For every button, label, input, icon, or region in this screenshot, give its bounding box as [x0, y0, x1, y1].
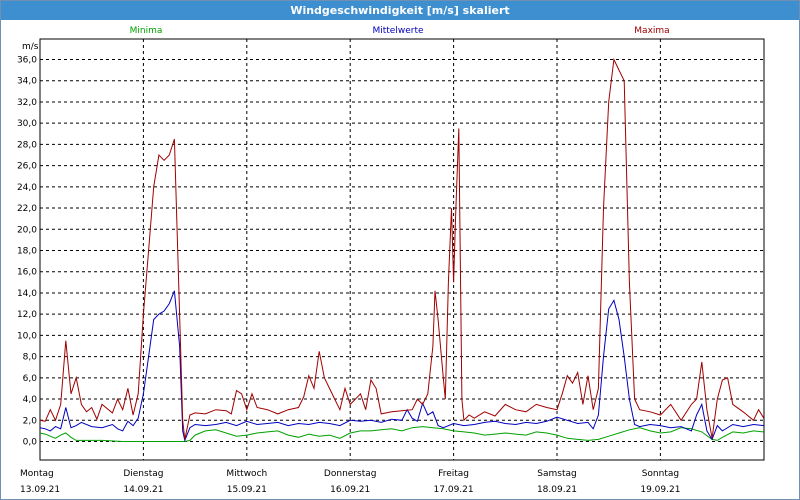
- plot-frame: [39, 38, 765, 461]
- y-tick-label: 22,0: [17, 204, 37, 214]
- x-tick-date: 15.09.21: [227, 485, 267, 495]
- y-tick-label: 30,0: [17, 119, 37, 129]
- y-tick-label: 0,0: [23, 438, 38, 448]
- x-tick-day: Freitag: [438, 469, 469, 479]
- x-tick-day: Donnerstag: [324, 469, 377, 479]
- y-tick-label: 16,0: [17, 268, 37, 278]
- y-tick-label: 14,0: [17, 289, 37, 299]
- y-tick-label: 36,0: [17, 56, 37, 66]
- y-tick-label: 4,0: [23, 395, 38, 405]
- series-line-mittelwerte: [39, 290, 764, 443]
- y-tick-label: 8,0: [23, 353, 38, 363]
- legend-mittelwerte: Mittelwerte: [372, 26, 423, 36]
- x-tick-date: 14.09.21: [123, 485, 163, 495]
- y-tick-label: 32,0: [17, 98, 37, 108]
- x-tick-day: Samstag: [537, 469, 576, 479]
- x-tick-day: Montag: [20, 469, 54, 479]
- x-tick-date: 19.09.21: [640, 485, 680, 495]
- y-tick-label: 20,0: [17, 225, 37, 235]
- x-tick-date: 16.09.21: [330, 485, 370, 495]
- y-tick-label: 6,0: [23, 374, 38, 384]
- x-tick-date: 13.09.21: [20, 485, 60, 495]
- y-tick-label: 18,0: [17, 247, 37, 257]
- legend-maxima: Maxima: [634, 26, 669, 36]
- x-tick-day: Mittwoch: [226, 469, 267, 479]
- y-tick-label: 28,0: [17, 140, 37, 150]
- x-tick-day: Sonntag: [642, 469, 679, 479]
- y-tick-label: 12,0: [17, 310, 37, 320]
- y-tick-label: 2,0: [23, 416, 38, 426]
- y-tick-label: 24,0: [17, 183, 37, 193]
- y-tick-label: 34,0: [17, 77, 37, 87]
- x-tick-date: 17.09.21: [434, 485, 474, 495]
- chart-title: Windgeschwindigkeit [m/s] skaliert: [1, 1, 799, 20]
- y-tick-label: 26,0: [17, 162, 37, 172]
- y-tick-label: 10,0: [17, 331, 37, 341]
- series-line-maxima: [39, 57, 765, 440]
- x-tick-day: Dienstag: [123, 469, 163, 479]
- x-tick-date: 18.09.21: [537, 485, 577, 495]
- legend-minima: Minima: [130, 26, 163, 36]
- series-line-minima: [39, 426, 764, 442]
- y-axis-label: m/s: [22, 42, 39, 52]
